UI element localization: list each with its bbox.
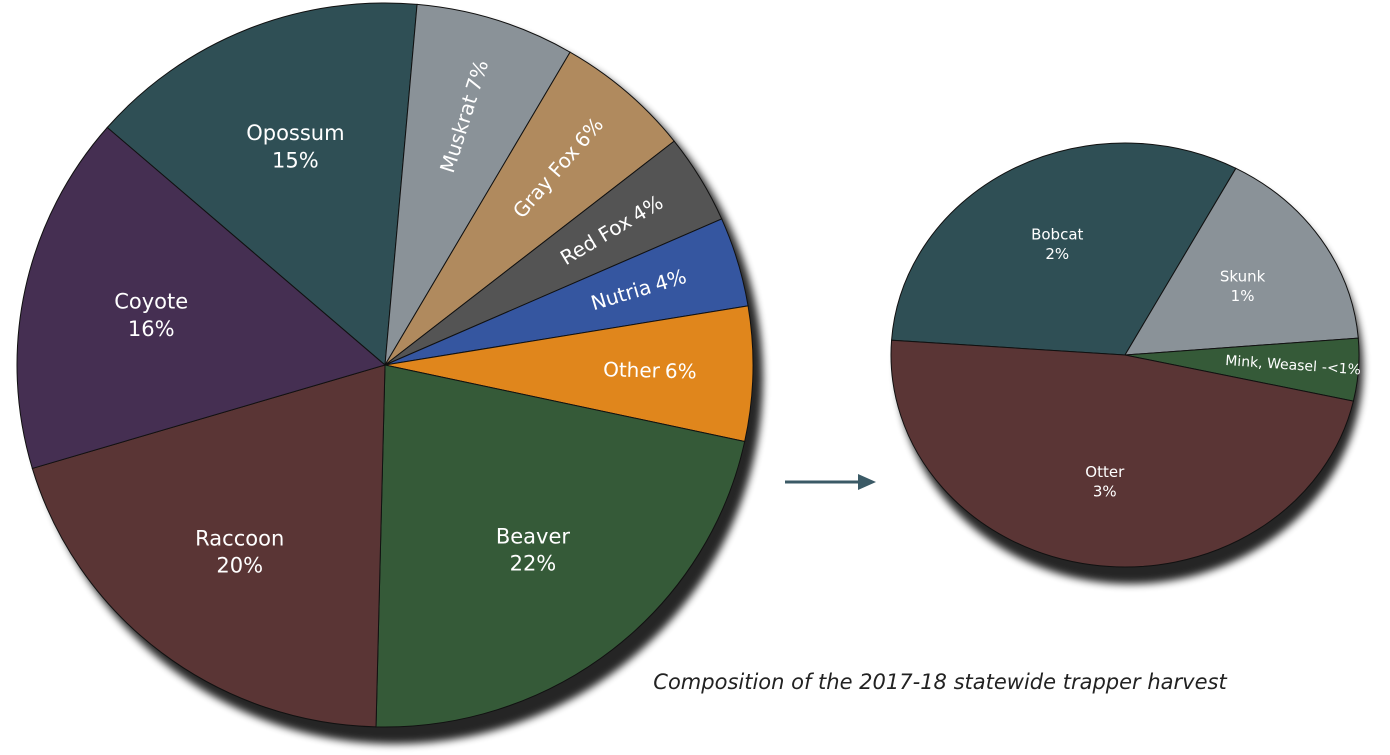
pie-slice (31, 364, 386, 728)
slice-category: Mink, Weasel (1225, 353, 1318, 375)
slice-category: Other (603, 357, 661, 382)
slice-category: Opossum (246, 121, 344, 145)
slice-category: Raccoon (195, 526, 284, 550)
slice-label: Coyote 16% (114, 290, 188, 341)
slice-label: Raccoon 20% (195, 526, 284, 577)
pie-slice (375, 364, 746, 728)
slice-value: 6% (665, 358, 697, 383)
slice-label: Beaver 22% (496, 524, 571, 575)
slice-label: Opossum 15% (246, 121, 344, 172)
caption: Composition of the 2017-18 statewide tra… (653, 670, 1227, 694)
slice-category: Beaver (496, 524, 571, 548)
slice-value: 22% (510, 552, 557, 576)
arrow-head (858, 474, 876, 490)
slice-value: 1% (1231, 286, 1255, 304)
slice-label: Otter 3% (1085, 462, 1125, 500)
pie-slice (890, 339, 1355, 568)
pie-slice (1124, 167, 1359, 356)
pies: Opossum 15% Muskrat7%Gray Fox6%Red Fox4%Nu… (16, 2, 1362, 728)
slice-label: Bobcat 2% (1031, 225, 1083, 263)
slice-category: Bobcat (1031, 225, 1083, 243)
slice-label: Mink, Weasel -<1% (1225, 353, 1362, 378)
slice-category: Otter (1085, 462, 1125, 480)
slice-value: 2% (1045, 245, 1069, 263)
slice-value: 3% (1093, 482, 1117, 500)
pie-slice (106, 2, 418, 367)
pie-slice (384, 3, 571, 366)
slice-value: -<1% (1321, 360, 1361, 379)
pie-slice (384, 51, 675, 366)
pie-slice (891, 142, 1237, 356)
slice-label: Skunk 1% (1220, 267, 1266, 305)
slice-label: Other 6% (603, 357, 697, 383)
pie-slice (16, 126, 387, 470)
slice-category: Coyote (114, 290, 188, 314)
slice-value: 20% (216, 554, 263, 578)
slice-category: Skunk (1220, 267, 1266, 285)
slice-value: 16% (128, 317, 175, 341)
slice-value: 15% (272, 149, 319, 173)
pie-slice (384, 305, 754, 443)
